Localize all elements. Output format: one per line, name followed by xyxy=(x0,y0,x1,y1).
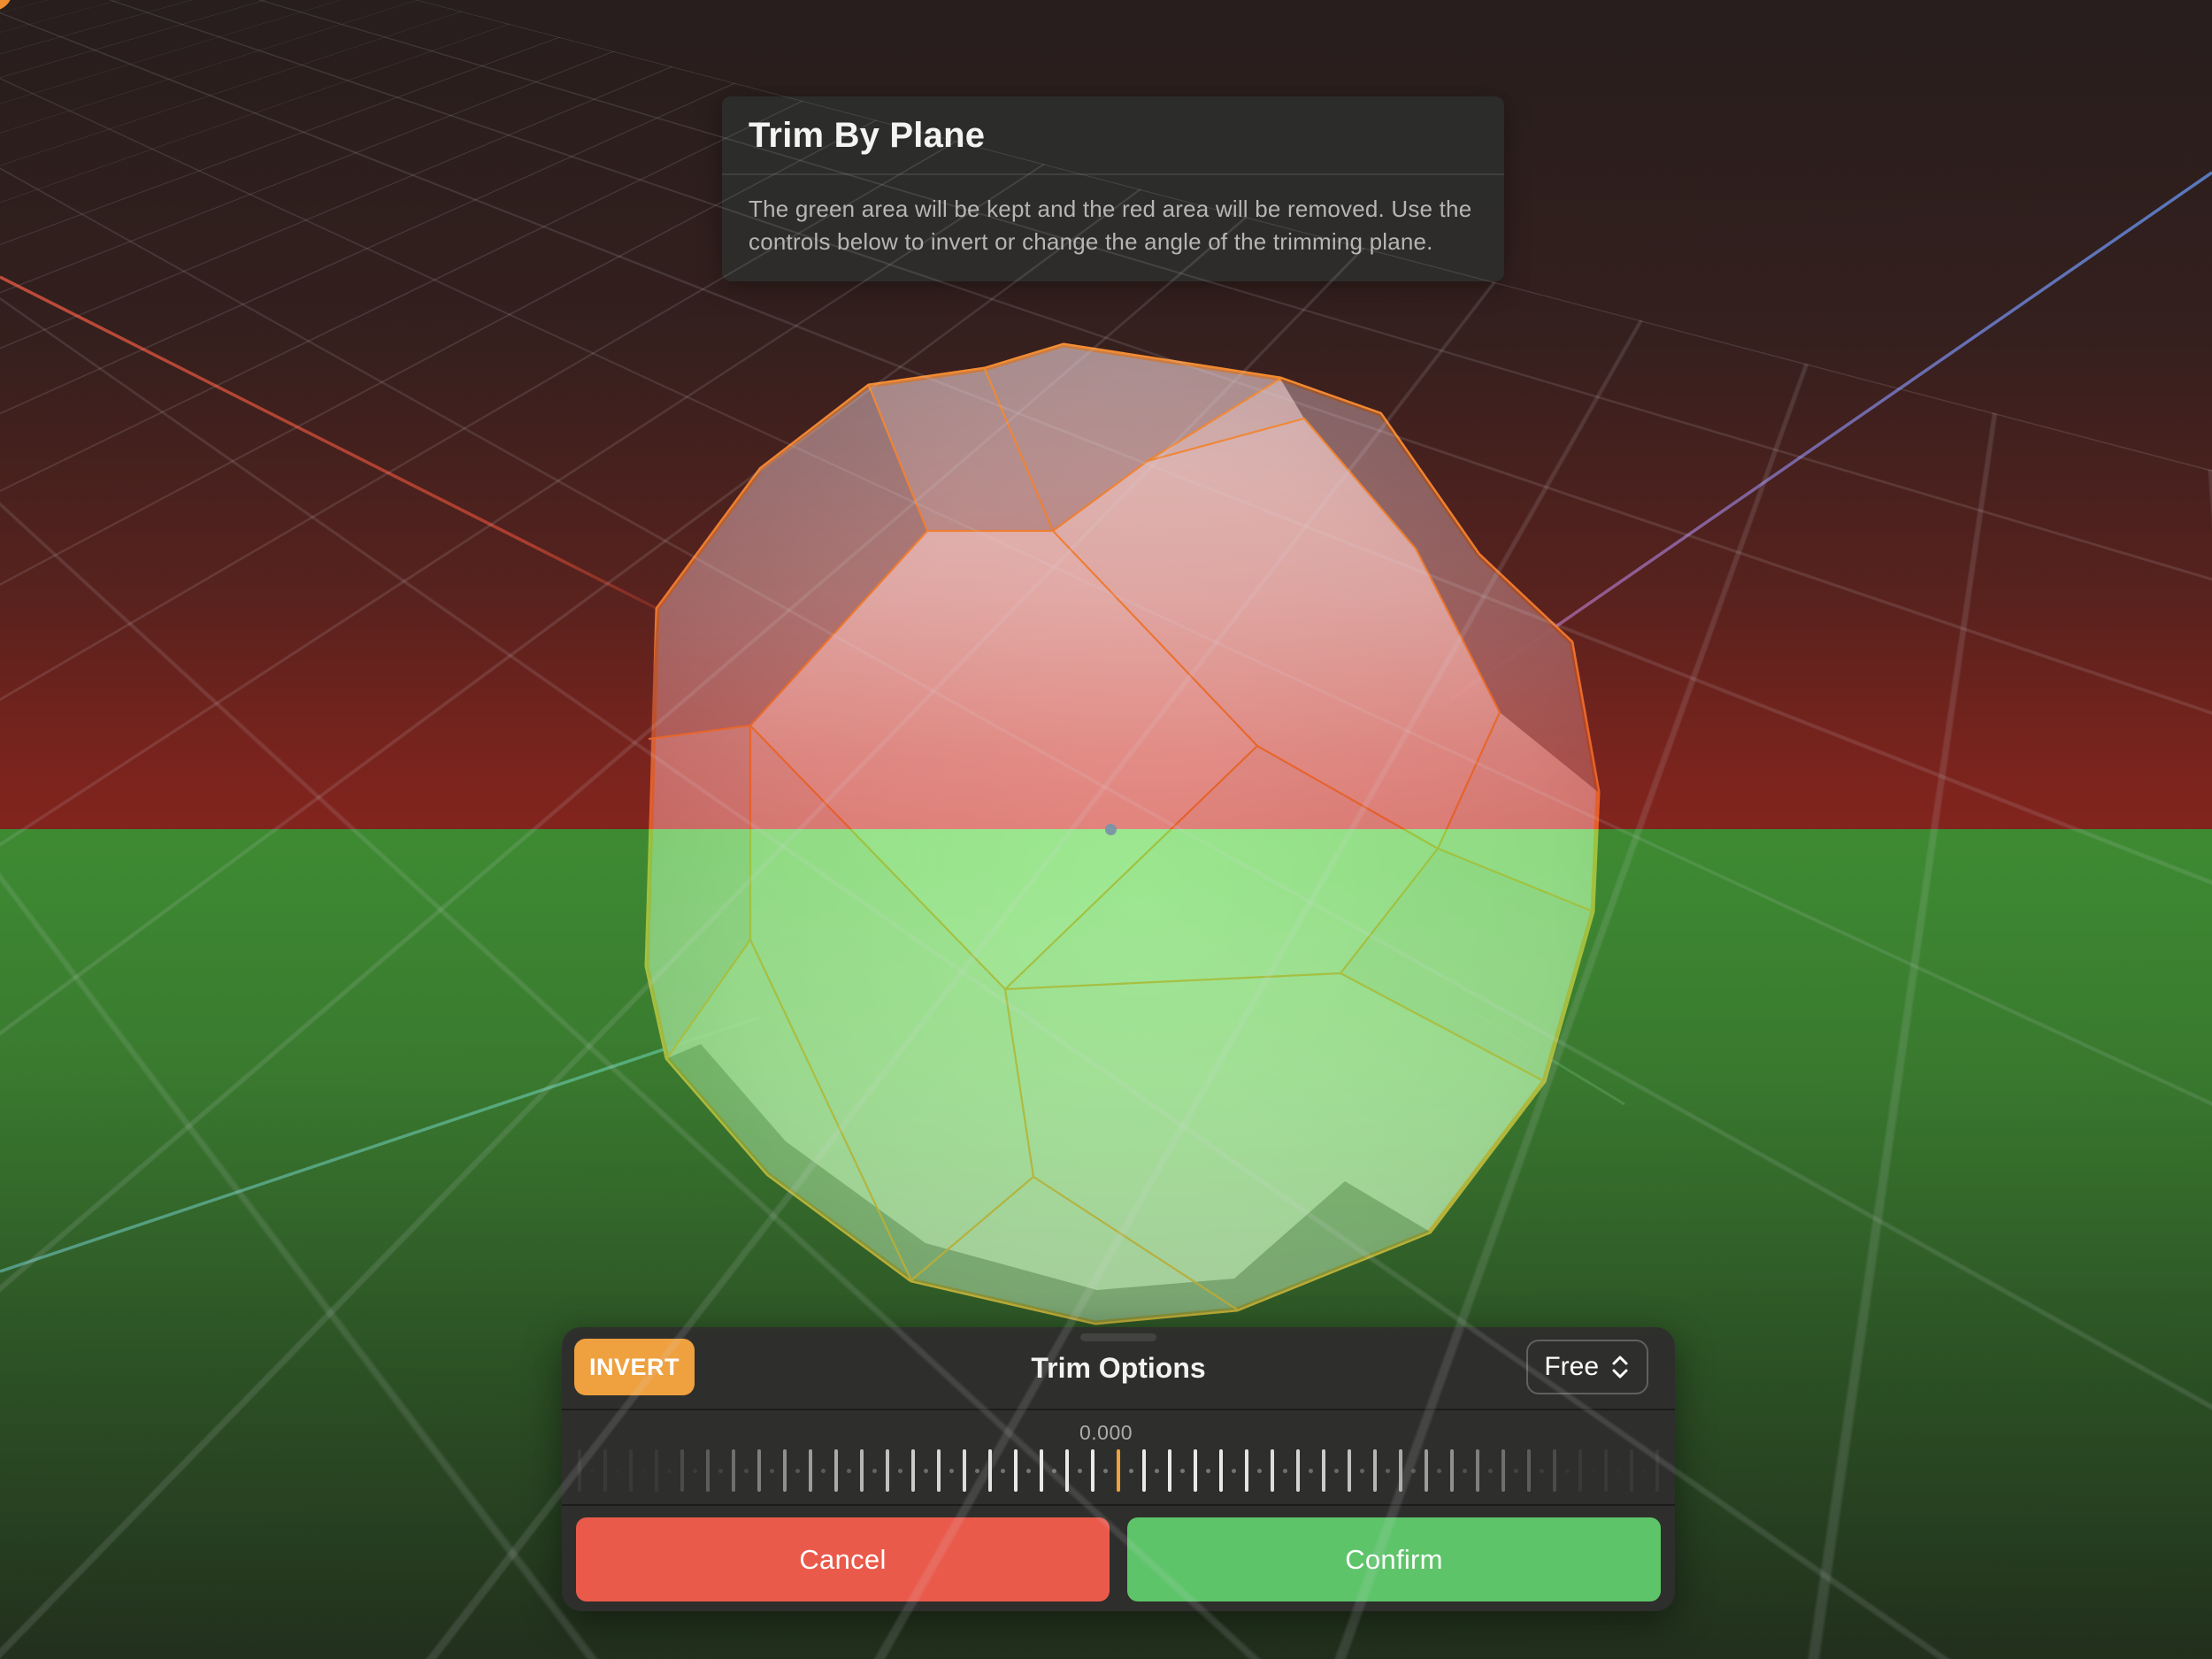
panel-header: INVERT Trim Options Free xyxy=(562,1327,1675,1409)
invert-button[interactable]: INVERT xyxy=(574,1339,695,1395)
trim-options-panel: INVERT Trim Options Free 0.000 Cancel Co… xyxy=(562,1327,1675,1611)
trim-tooltip: Trim By Plane The green area will be kep… xyxy=(722,96,1504,281)
mode-dropdown[interactable]: Free xyxy=(1526,1340,1648,1394)
confirm-button[interactable]: Confirm xyxy=(1127,1517,1661,1601)
angle-slider-ticks[interactable] xyxy=(562,1410,1675,1504)
chevron-up-down-icon xyxy=(1609,1354,1631,1380)
tooltip-title: Trim By Plane xyxy=(722,96,1504,173)
panel-title: Trim Options xyxy=(562,1327,1675,1409)
panel-footer: Cancel Confirm xyxy=(562,1504,1675,1611)
cancel-button[interactable]: Cancel xyxy=(576,1517,1110,1601)
tooltip-body: The green area will be kept and the red … xyxy=(722,175,1504,281)
pivot-point xyxy=(1105,824,1117,835)
mode-dropdown-value: Free xyxy=(1544,1352,1599,1382)
angle-slider[interactable]: 0.000 xyxy=(562,1410,1675,1504)
